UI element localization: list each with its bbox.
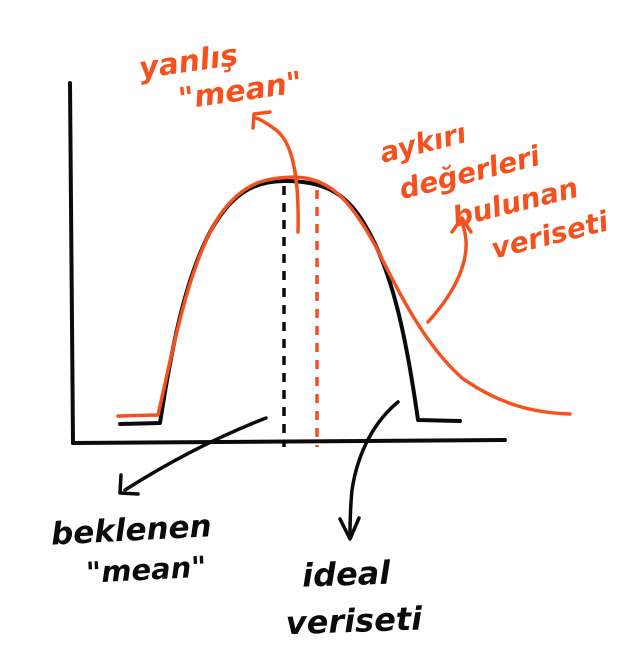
expected-mean-arrowhead xyxy=(118,473,140,496)
ideal-dataset-arrow xyxy=(348,400,400,539)
ideal-distribution-curve xyxy=(118,179,462,426)
ideal-dataset-label-line1: ideal xyxy=(301,554,391,595)
wrong-mean-label: yanlış "mean" xyxy=(137,38,305,117)
expected-mean-label-line1: beklenen xyxy=(50,508,212,552)
y-axis xyxy=(68,81,75,445)
wrong-mean-arrow xyxy=(254,116,300,234)
wrong-mean-arrowhead xyxy=(251,110,272,130)
outlier-distribution-curve xyxy=(116,175,572,418)
ideal-dataset-label: ideal veriseti xyxy=(285,554,424,643)
outlier-dataset-arrowhead xyxy=(450,216,473,234)
expected-mean-arrow xyxy=(123,416,268,492)
outlier-dataset-label: aykırı değerleri bulunan veriseti xyxy=(376,116,612,265)
outlier-dataset-arrow xyxy=(426,220,468,324)
x-axis xyxy=(71,438,507,445)
ideal-dataset-arrowhead xyxy=(338,516,361,541)
expected-mean-label: beklenen "mean" xyxy=(50,508,212,590)
expected-mean-label-line2: "mean" xyxy=(85,550,207,590)
ideal-dataset-label-line2: veriseti xyxy=(285,599,424,642)
